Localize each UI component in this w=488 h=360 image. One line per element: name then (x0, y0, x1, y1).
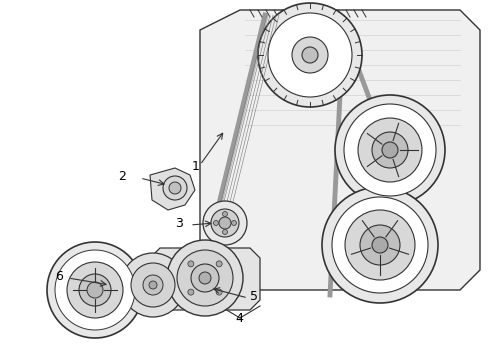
Text: 1: 1 (192, 160, 200, 173)
Circle shape (187, 289, 193, 295)
Circle shape (222, 212, 227, 216)
Text: 6: 6 (55, 270, 63, 283)
Circle shape (216, 289, 222, 295)
Circle shape (67, 262, 123, 318)
Circle shape (231, 220, 236, 225)
Circle shape (267, 13, 351, 97)
Circle shape (191, 264, 219, 292)
Circle shape (258, 3, 361, 107)
Circle shape (343, 104, 435, 196)
Text: 3: 3 (175, 217, 183, 230)
Text: 2: 2 (118, 170, 125, 183)
Circle shape (79, 274, 111, 306)
Circle shape (177, 250, 232, 306)
Circle shape (359, 225, 399, 265)
Circle shape (187, 261, 193, 267)
Circle shape (381, 142, 397, 158)
Circle shape (291, 37, 327, 73)
Circle shape (334, 95, 444, 205)
Circle shape (371, 132, 407, 168)
Circle shape (87, 282, 103, 298)
Circle shape (219, 217, 230, 229)
Polygon shape (150, 168, 195, 210)
Circle shape (149, 281, 157, 289)
Circle shape (331, 197, 427, 293)
Text: 4: 4 (235, 312, 243, 325)
Circle shape (55, 250, 135, 330)
Circle shape (357, 118, 421, 182)
Circle shape (213, 220, 218, 225)
Circle shape (163, 176, 186, 200)
Circle shape (321, 187, 437, 303)
Circle shape (345, 210, 414, 280)
Circle shape (216, 261, 222, 267)
Circle shape (210, 209, 239, 237)
Circle shape (142, 275, 163, 295)
Text: 5: 5 (249, 290, 258, 303)
Circle shape (169, 182, 181, 194)
Circle shape (167, 240, 243, 316)
Circle shape (47, 242, 142, 338)
Polygon shape (150, 248, 260, 310)
Circle shape (131, 263, 175, 307)
Polygon shape (200, 10, 479, 290)
Circle shape (199, 272, 210, 284)
Circle shape (222, 230, 227, 234)
Circle shape (371, 237, 387, 253)
Circle shape (302, 47, 317, 63)
Circle shape (121, 253, 184, 317)
Circle shape (203, 201, 246, 245)
